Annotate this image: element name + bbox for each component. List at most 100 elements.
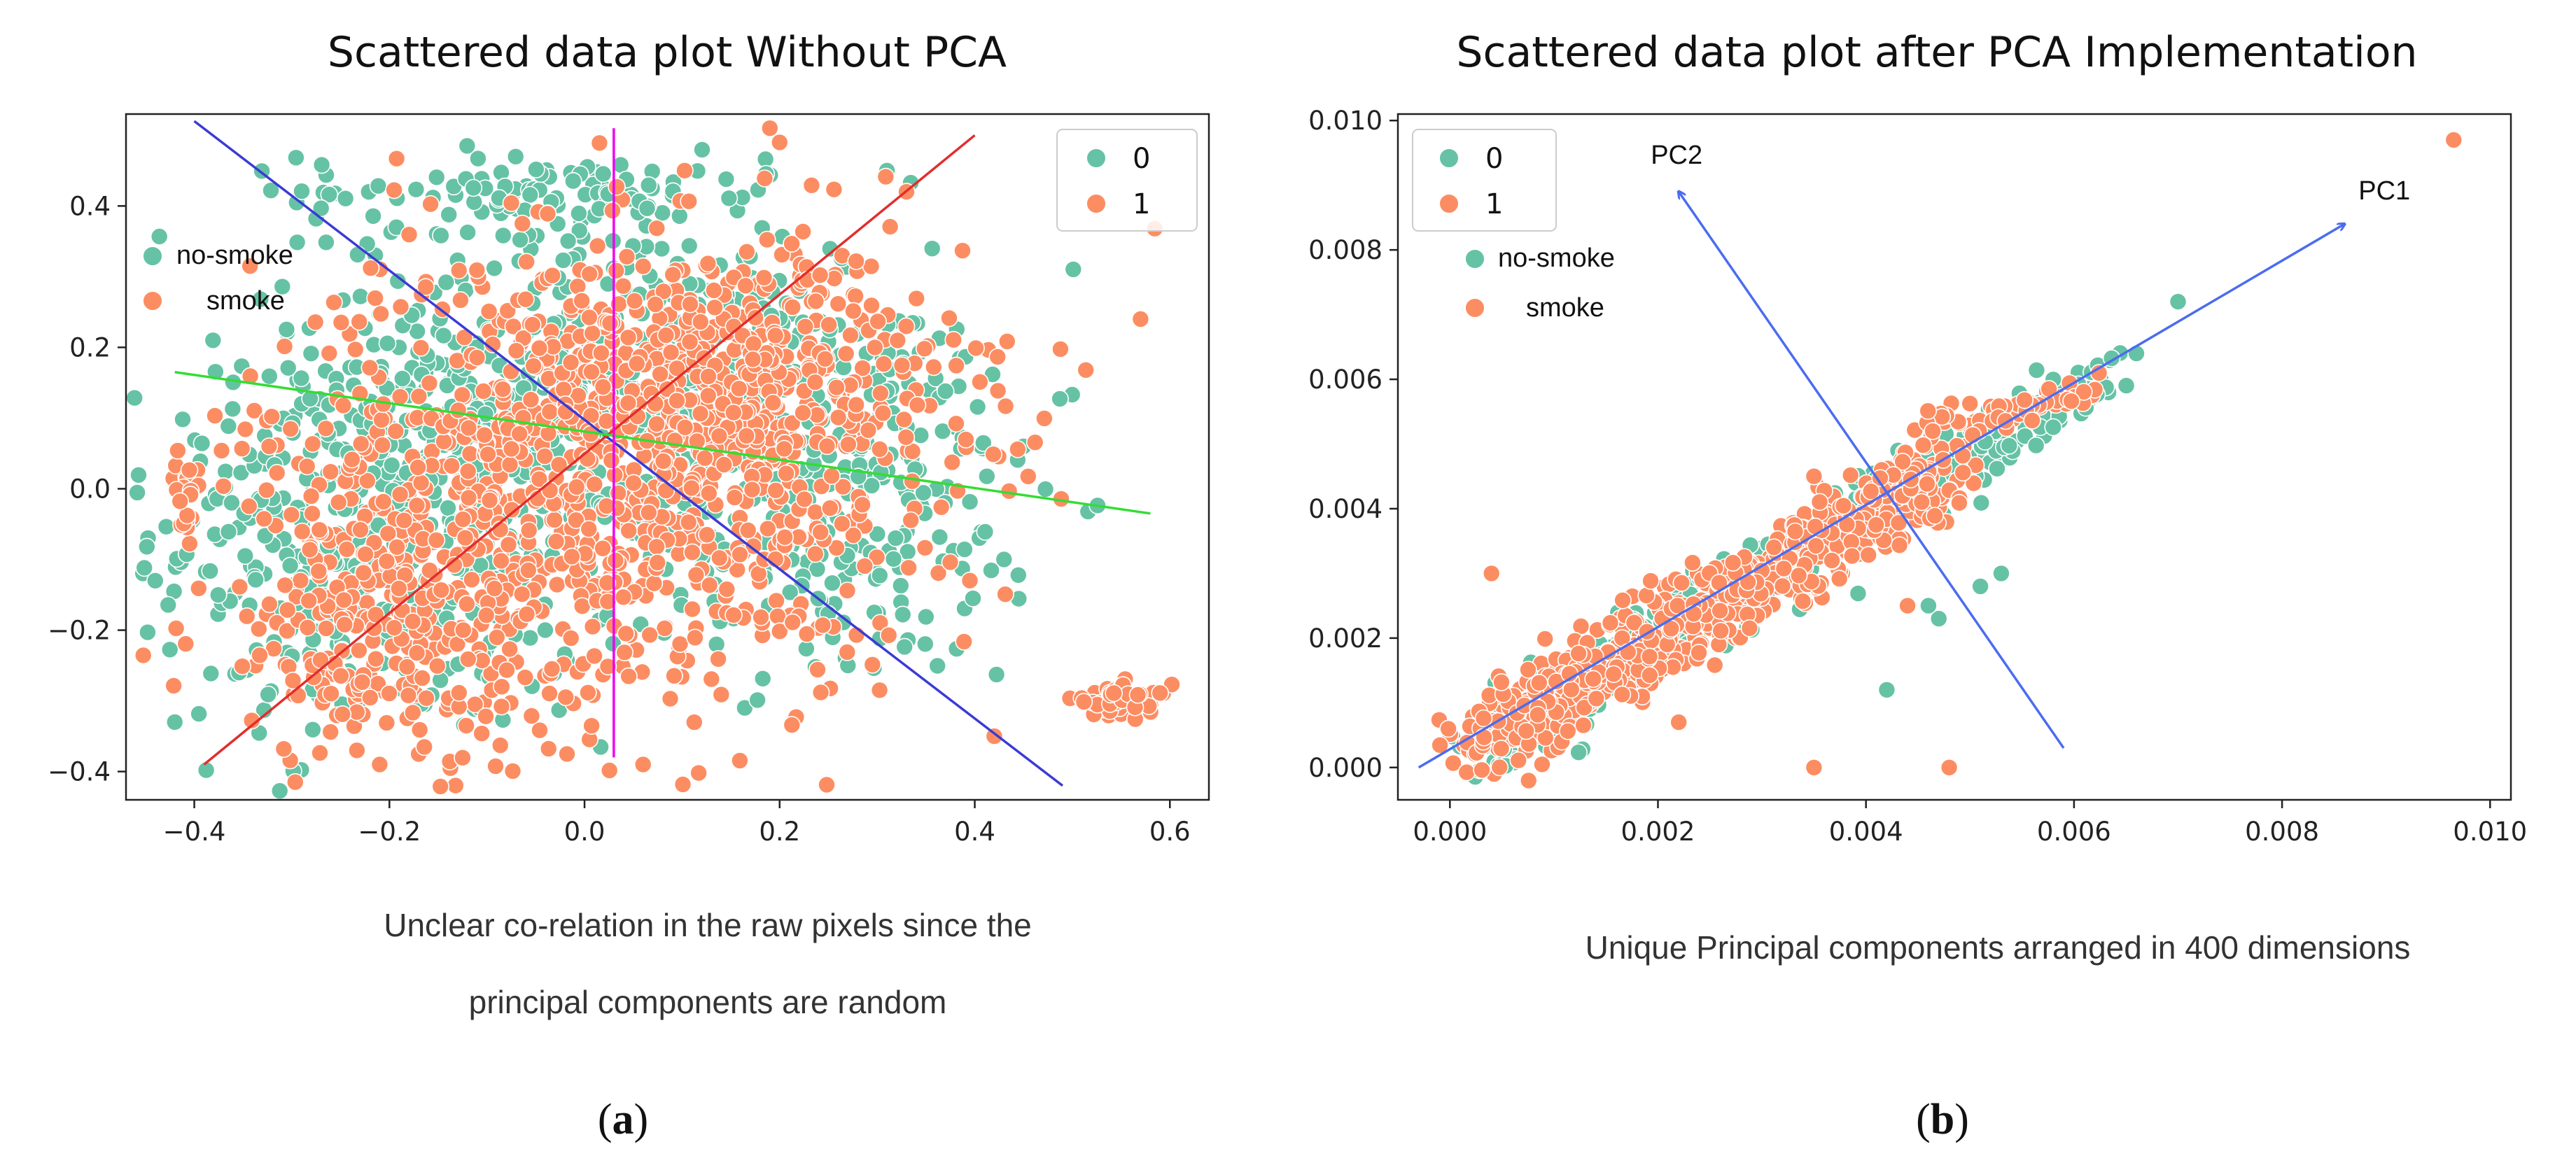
chart-a-point-series-0 [259, 685, 277, 704]
chart-a-point-series-1 [477, 707, 495, 726]
chart-a-point-series-1 [391, 297, 410, 316]
chart-a-point-series-0 [527, 160, 545, 178]
chart-a-point-series-1 [795, 490, 813, 509]
caption-a-line-1: Unclear co-relation in the raw pixels si… [384, 907, 1032, 943]
chart-a-point-series-1 [870, 681, 889, 700]
chart-a-xtick-label: 0.4 [954, 817, 995, 847]
chart-a-point-series-1 [289, 686, 307, 705]
chart-a-point-series-0 [159, 595, 177, 614]
chart-a-point-series-1 [493, 380, 512, 399]
chart-a-point-series-1 [400, 225, 419, 244]
chart-a-point-series-1 [435, 432, 453, 451]
chart-a-point-series-0 [388, 272, 407, 290]
chart-a-point-series-1 [332, 666, 350, 685]
chart-a-point-series-0 [407, 180, 426, 199]
chart-a-point-series-0 [1009, 565, 1028, 584]
chart-a-point-series-1 [929, 564, 948, 582]
chart-a-point-series-1 [309, 562, 328, 581]
chart-a-point-series-0 [693, 141, 711, 159]
chart-a-point-series-0 [219, 417, 238, 435]
chart-b-point-series-1 [1898, 596, 1917, 615]
chart-b-y-axis: 0.000 0.002 0.004 0.006 0.008 0.010 [1308, 106, 1398, 783]
chart-a-point-series-1 [651, 365, 669, 383]
chart-a-point-series-1 [715, 456, 734, 474]
chart-a-point-series-1 [239, 497, 258, 516]
chart-a-point-series-1 [585, 647, 603, 665]
chart-a-point-series-1 [1105, 684, 1123, 703]
chart-a-title: Scattered data plot Without PCA [328, 28, 1007, 77]
chart-a-point-series-1 [871, 614, 890, 633]
chart-a-point-series-1 [691, 404, 710, 423]
chart-a-point-series-1 [907, 289, 925, 308]
inset-legend-b-label-0: no-smoke [1498, 244, 1615, 273]
chart-b-point-series-1 [1893, 452, 1912, 471]
chart-b-xtick-label: 0.002 [1621, 817, 1695, 847]
chart-a-point-series-1 [821, 499, 839, 517]
chart-a-point-series-1 [334, 396, 353, 415]
chart-b-point-series-1 [1492, 673, 1511, 691]
chart-a-point-series-1 [617, 624, 636, 643]
chart-a-point-series-1 [808, 661, 827, 679]
chart-a-point-series-0 [139, 623, 157, 642]
chart-a-point-series-0 [594, 164, 612, 183]
chart-b-point-series-1 [1940, 759, 1959, 777]
chart-a-point-series-1 [844, 302, 862, 320]
chart-a-xtick-label: 0.2 [759, 817, 800, 847]
chart-a-point-series-1 [519, 521, 538, 540]
chart-a-point-series-1 [298, 457, 316, 476]
chart-a-point-series-1 [343, 450, 361, 469]
chart-b-arrow-label-pc1: PC1 [2358, 176, 2410, 206]
panel-a-label-text: (a) [598, 1096, 648, 1143]
chart-a-point-series-1 [531, 721, 549, 740]
chart-a-point-series-0 [521, 185, 540, 204]
chart-a-point-series-0 [916, 635, 934, 654]
chart-a-point-series-1 [625, 292, 644, 310]
chart-a-point-series-1 [329, 493, 348, 512]
chart-a-point-series-1 [538, 204, 557, 223]
chart-a-point-series-1 [459, 418, 478, 437]
chart-b-point-series-0 [1972, 493, 1991, 512]
chart-a-point-series-0 [246, 570, 265, 589]
chart-a-point-series-0 [955, 540, 974, 558]
chart-a-point-series-1 [361, 259, 380, 277]
chart-a-point-series-1 [731, 752, 749, 770]
chart-a-point-series-1 [783, 613, 802, 632]
chart-b-point-series-0 [2117, 376, 2136, 395]
chart-a-point-series-1 [507, 341, 526, 360]
chart-a-point-series-1 [932, 498, 951, 516]
chart-a-point-series-1 [602, 451, 621, 470]
chart-a-points [126, 119, 1181, 800]
caption-b-line-1: Unique Principal components arranged in … [1586, 929, 2411, 966]
chart-a-point-series-1 [597, 411, 616, 430]
chart-a-point-series-1 [691, 313, 710, 331]
chart-a-point-series-0 [236, 547, 255, 565]
chart-a-point-series-0 [260, 367, 279, 386]
chart-a-point-series-0 [312, 155, 331, 174]
chart-b-point-series-1 [1519, 661, 1537, 679]
chart-a-point-series-1 [358, 472, 377, 490]
chart-a-point-series-1 [278, 621, 296, 640]
chart-a-point-series-1 [398, 658, 416, 676]
chart-a-point-series-1 [317, 619, 335, 637]
chart-a-point-series-1 [988, 381, 1007, 400]
chart-a-point-series-1 [410, 387, 428, 406]
chart-a-point-series-1 [539, 740, 558, 758]
chart-a-point-series-0 [439, 499, 457, 517]
chart-a-point-series-1 [311, 744, 329, 762]
panel-a-label: (a) [598, 1096, 648, 1143]
chart-a-point-series-1 [619, 328, 638, 347]
chart-a-point-series-0 [251, 290, 270, 309]
chart-b-point-series-1 [1773, 577, 1792, 595]
chart-a-ytick-label: 0.0 [69, 474, 111, 504]
chart-b-point-series-1 [1530, 673, 1548, 692]
chart-b-point-series-1 [1807, 537, 1825, 555]
chart-b-point-series-0 [2027, 361, 2046, 379]
chart-a-point-series-1 [178, 506, 197, 525]
chart-a-point-series-0 [174, 410, 192, 429]
chart-a-point-series-0 [1036, 480, 1055, 498]
chart-a-point-series-1 [498, 661, 516, 679]
chart-a-point-series-1 [855, 557, 874, 575]
chart-a-point-series-0 [427, 168, 446, 187]
chart-a-point-series-1 [167, 619, 186, 637]
caption-a-line-2: principal components are random [469, 984, 947, 1020]
